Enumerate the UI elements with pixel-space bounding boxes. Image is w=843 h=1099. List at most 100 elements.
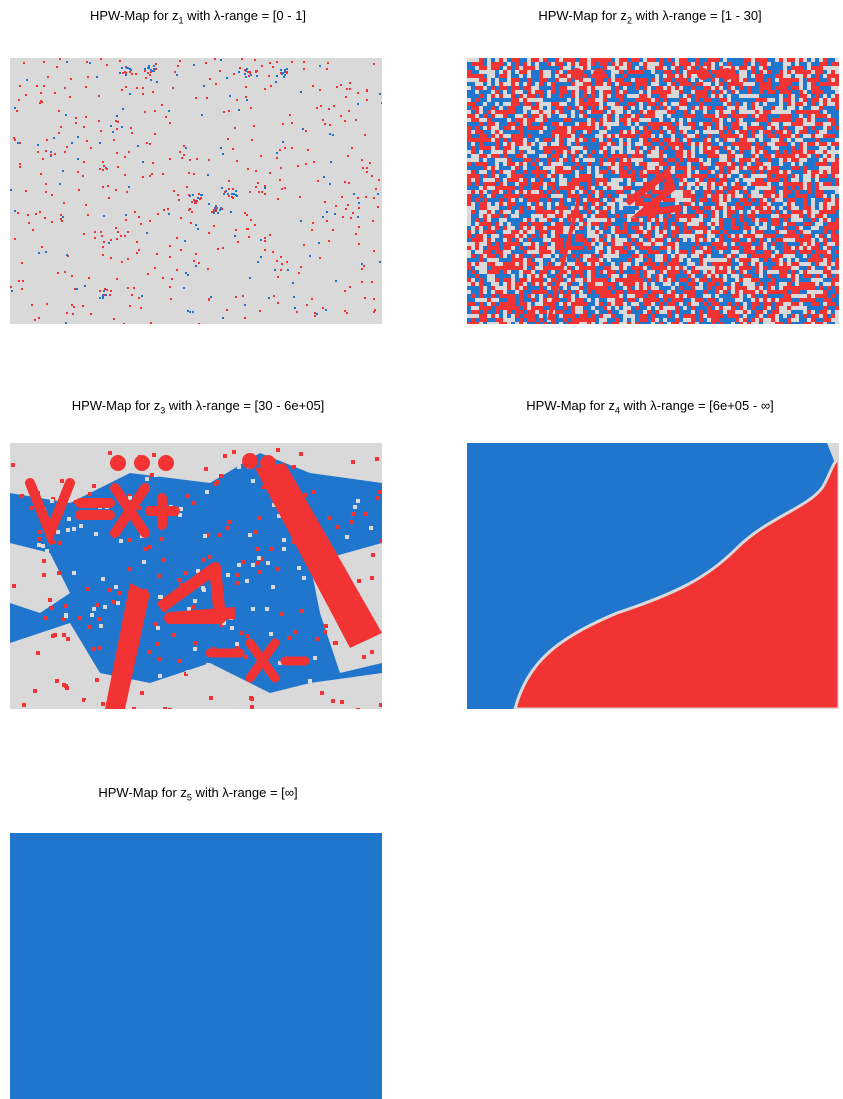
heatmap-cell (831, 74, 835, 78)
heatmap-cell (523, 86, 527, 90)
heatmap-cell (50, 154, 52, 156)
heatmap-cell (475, 226, 479, 230)
heatmap-cell (467, 266, 471, 270)
heatmap-cell (275, 81, 277, 83)
heatmap-cell (535, 58, 539, 62)
heatmap-cell (715, 158, 719, 162)
heatmap-cell (539, 238, 543, 242)
heatmap-cell (479, 114, 483, 118)
heatmap-cell (835, 234, 839, 238)
heatmap-cell (679, 154, 683, 158)
heatmap-cell (819, 246, 823, 250)
heatmap-cell (799, 238, 803, 242)
heatmap-cell (615, 314, 619, 318)
heatmap-cell (535, 102, 539, 106)
heatmap-cell (471, 254, 475, 258)
heatmap-cell (683, 278, 687, 282)
heatmap-cell (471, 290, 475, 294)
heatmap-cell (791, 270, 795, 274)
heatmap-cell (827, 198, 831, 202)
heatmap-cell (671, 278, 675, 282)
heatmap-cell (145, 77, 147, 79)
heatmap-cell (735, 98, 739, 102)
heatmap-cell (165, 116, 167, 118)
heatmap-cell (635, 154, 639, 158)
heatmap-cell (831, 190, 835, 194)
heatmap-cell (491, 154, 495, 158)
heatmap-cell (815, 110, 819, 114)
heatmap-cell (245, 96, 247, 98)
heatmap-cell (659, 182, 663, 186)
heatmap-cell (699, 126, 703, 130)
heatmap-cell (755, 282, 759, 286)
heatmap-cell (479, 314, 483, 318)
heatmap-cell (607, 294, 611, 298)
heatmap-cell (619, 226, 623, 230)
heatmap-cell (751, 90, 755, 94)
heatmap-cell (783, 106, 787, 110)
heatmap-cell (715, 126, 719, 130)
heatmap-cell (259, 310, 261, 312)
heatmap-cell (203, 85, 205, 87)
heatmap-cell (803, 166, 807, 170)
heatmap-cell (531, 146, 535, 150)
heatmap-cell (807, 158, 811, 162)
heatmap-cell (771, 234, 775, 238)
heatmap-cell (643, 98, 647, 102)
heatmap-cell (823, 98, 827, 102)
heatmap-cell (150, 69, 152, 71)
heatmap-cell (671, 126, 675, 130)
heatmap-cell (775, 182, 779, 186)
heatmap-cell (491, 162, 495, 166)
heatmap-cell (655, 98, 659, 102)
heatmap-cell (515, 78, 519, 82)
heatmap-cell (238, 71, 240, 73)
heatmap-cell (611, 258, 615, 262)
heatmap-cell (507, 242, 511, 246)
heatmap-cell (791, 74, 795, 78)
heatmap-cell (627, 126, 631, 130)
heatmap-cell (72, 313, 74, 315)
heatmap-cell (599, 238, 603, 242)
heatmap-cell (567, 298, 571, 302)
heatmap-cell (539, 70, 543, 74)
heatmap-cell (651, 142, 655, 146)
heatmap-cell (559, 186, 563, 190)
heatmap-cell (831, 222, 835, 226)
heatmap-cell (731, 298, 735, 302)
heatmap-cell (213, 209, 215, 211)
heatmap-cell (615, 202, 619, 206)
heatmap-cell (779, 62, 783, 66)
heatmap-cell (831, 246, 835, 250)
heatmap-cell (695, 102, 699, 106)
panel-title-z2: HPW-Map for z2 with λ-range = [1 - 30] (538, 8, 762, 26)
heatmap-cell (835, 122, 839, 126)
heatmap-cell (467, 274, 471, 278)
heatmap-cell (579, 58, 583, 62)
heatmap-cell (187, 310, 189, 312)
heatmap-cell (583, 106, 587, 110)
heatmap-cell (483, 218, 487, 222)
heatmap-cell (819, 302, 823, 306)
heatmap-cell (687, 70, 691, 74)
heatmap-cell (611, 246, 615, 250)
heatmap-cell (731, 226, 735, 230)
heatmap-cell (779, 234, 783, 238)
heatmap-cell (651, 290, 655, 294)
heatmap-cell (739, 138, 743, 142)
heatmap-cell (775, 310, 779, 314)
heatmap-cell (507, 246, 511, 250)
heatmap-cell (783, 154, 787, 158)
heatmap-cell (655, 262, 659, 266)
heatmap-cell (495, 62, 499, 66)
heatmap-cell (691, 266, 695, 270)
heatmap-cell (511, 242, 515, 246)
heatmap-cell (807, 310, 811, 314)
heatmap-cell (703, 306, 707, 310)
heatmap-cell (627, 86, 631, 90)
heatmap-cell (815, 90, 819, 94)
heatmap-cell (643, 218, 647, 222)
heatmap-cell (551, 82, 555, 86)
heatmap-cell (539, 282, 543, 286)
heatmap-cell (671, 242, 675, 246)
